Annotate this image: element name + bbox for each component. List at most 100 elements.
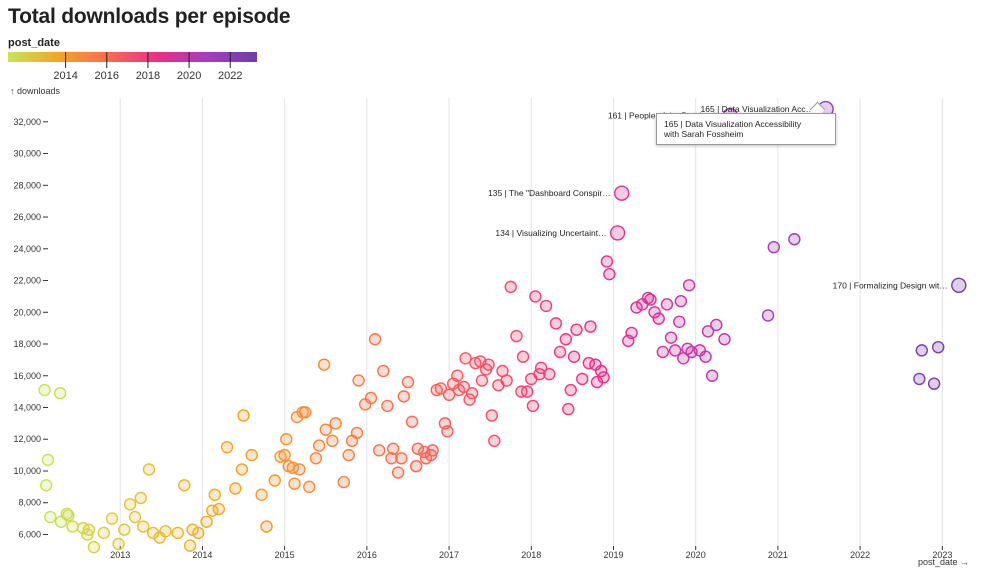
legend-tick-label: 2020: [177, 70, 201, 82]
data-point: [200, 515, 213, 528]
x-tick-label: 2023: [932, 550, 952, 560]
x-axis-label: post_date →: [918, 557, 969, 567]
data-point: [951, 277, 967, 293]
data-point: [192, 526, 205, 540]
data-point: [317, 358, 331, 371]
data-point: [648, 306, 661, 319]
data-point: [329, 417, 342, 430]
data-point: [504, 280, 517, 294]
data-point: [391, 466, 405, 479]
data-point: [309, 452, 323, 465]
data-point: [381, 399, 394, 413]
data-point: [562, 402, 575, 416]
data-point: [395, 452, 408, 465]
data-point: [212, 502, 226, 516]
x-tick-label: 2019: [603, 550, 623, 560]
y-tick-label: 10,000: [13, 466, 41, 476]
data-point: [932, 340, 945, 354]
data-point: [66, 520, 79, 533]
data-point: [553, 345, 567, 359]
data-point: [603, 267, 616, 281]
x-tick-label: 2022: [850, 550, 870, 560]
y-axis-label: ↑ downloads: [10, 86, 61, 96]
y-tick-label: 12,000: [13, 434, 41, 444]
data-point: [761, 309, 775, 322]
data-point: [326, 434, 339, 448]
x-tick-label: 2013: [110, 550, 130, 560]
point-annotation: 165 | Data Visualization Acc…: [701, 104, 815, 114]
data-point: [927, 377, 941, 390]
legend-tick-label: 2018: [136, 70, 160, 82]
data-point: [674, 294, 688, 308]
data-point: [526, 399, 540, 413]
x-tick-label: 2020: [686, 550, 706, 560]
x-tick-label: 2021: [768, 550, 788, 560]
data-point: [97, 526, 110, 540]
point-annotation: 135 | The "Dashboard Conspir…: [488, 188, 611, 198]
data-point: [337, 475, 351, 489]
data-point: [463, 393, 476, 406]
data-point: [564, 383, 577, 397]
data-point: [718, 333, 731, 346]
tooltip: 165 | Data Visualization Accessibility w…: [656, 113, 836, 145]
data-point: [441, 425, 454, 438]
y-tick-label: 20,000: [13, 307, 41, 317]
y-tick-label: 24,000: [13, 244, 41, 254]
data-point: [475, 374, 489, 387]
data-point: [303, 480, 316, 494]
data-point: [409, 460, 423, 473]
data-point: [534, 361, 548, 375]
data-point: [465, 387, 479, 400]
data-point: [118, 523, 131, 536]
data-point: [625, 326, 638, 340]
data-point: [53, 387, 67, 400]
data-point: [186, 523, 199, 536]
point-annotation: 170 | Formalizing Design wit…: [833, 280, 948, 290]
data-point: [656, 345, 670, 359]
data-point: [652, 312, 665, 325]
data-point: [559, 333, 573, 346]
data-point: [520, 385, 534, 398]
data-point: [178, 479, 191, 492]
data-point: [245, 448, 258, 462]
data-point: [614, 185, 630, 201]
data-point: [597, 371, 610, 384]
y-tick-label: 30,000: [13, 149, 41, 159]
y-tick-label: 22,000: [13, 276, 41, 286]
data-point: [128, 510, 142, 524]
data-point: [220, 440, 234, 454]
data-point: [298, 406, 312, 419]
data-point: [451, 369, 464, 382]
data-point: [44, 510, 57, 524]
data-point: [41, 453, 55, 467]
data-point: [915, 344, 928, 357]
data-point: [377, 364, 390, 378]
data-point: [594, 364, 608, 378]
data-point: [397, 390, 411, 403]
data-point: [237, 409, 250, 422]
data-point: [405, 415, 419, 428]
data-point: [913, 372, 926, 386]
data-point: [38, 383, 51, 397]
data-point: [668, 344, 682, 357]
data-point: [584, 320, 597, 333]
data-point: [767, 240, 781, 254]
data-point: [434, 382, 448, 395]
x-tick-label: 2018: [521, 550, 541, 560]
data-point: [288, 477, 301, 490]
data-point: [570, 323, 583, 336]
data-point: [87, 540, 101, 554]
point-annotation: 134 | Visualizing Uncertaint…: [495, 228, 606, 238]
data-point: [260, 520, 273, 533]
data-point: [630, 301, 643, 314]
data-point: [183, 539, 197, 552]
data-point: [485, 409, 499, 422]
data-point: [482, 358, 495, 371]
legend-gradient: [8, 52, 257, 62]
data-point: [105, 512, 119, 525]
data-point: [516, 350, 530, 363]
data-point: [705, 369, 719, 382]
data-point: [208, 488, 221, 501]
data-point: [426, 444, 439, 457]
data-point: [788, 233, 801, 246]
